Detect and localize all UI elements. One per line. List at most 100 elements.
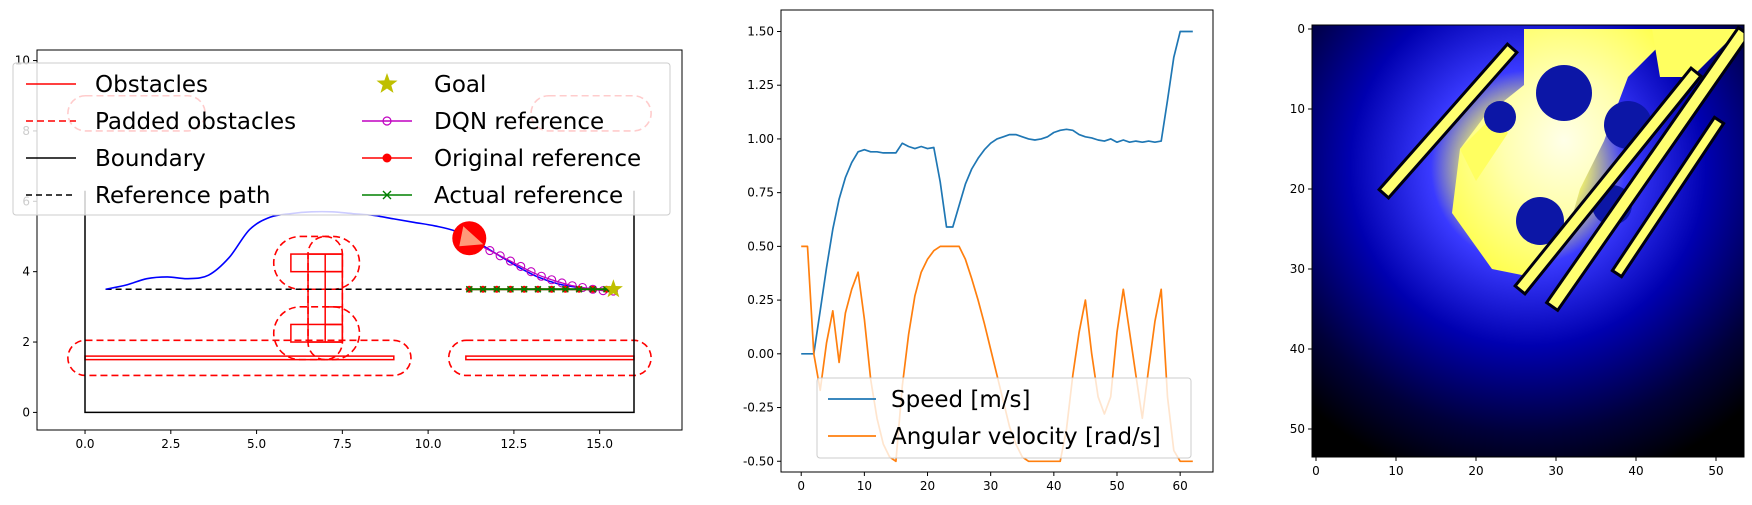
y-tick-label: 0.75	[747, 186, 774, 200]
dqn-reference-point	[526, 267, 536, 277]
x-tick-label: 20	[1468, 464, 1483, 478]
y-tick-label: -0.50	[743, 454, 774, 468]
legend-label: Speed [m/s]	[891, 387, 1031, 413]
legend-label: Actual reference	[434, 183, 623, 209]
legend-handle-dqn	[362, 116, 412, 126]
dqn-reference-point	[536, 271, 546, 281]
x-tick-label: 0	[1312, 464, 1320, 478]
heatmap-stripe	[1381, 46, 1515, 196]
x-tick-label: 10	[857, 479, 872, 493]
actual-reference-point	[589, 285, 597, 293]
trajectory-axes-frame	[36, 49, 683, 431]
heatmap-overlay	[1376, 25, 1744, 313]
legend-label: Goal	[434, 72, 486, 98]
x-tick-label: 40	[1046, 479, 1061, 493]
y-tick-label: 1.50	[747, 24, 774, 38]
x-tick-label: 10	[1388, 464, 1403, 478]
dqn-reference-point	[485, 246, 495, 256]
obstacle	[290, 253, 344, 273]
actual-reference-point	[548, 285, 556, 293]
legend-label: Boundary	[95, 146, 206, 172]
x-tick-label: 30	[1548, 464, 1563, 478]
heatmap-yellow-blob	[1460, 117, 1508, 181]
legend-frame	[12, 62, 671, 216]
x-tick-label: 7.5	[333, 437, 352, 451]
y-tick-label: 40	[1290, 342, 1305, 356]
x-tick-label: 10.0	[415, 437, 442, 451]
dqn-reference-point	[505, 256, 516, 266]
heatmap-dark-blob	[1536, 65, 1592, 121]
heatmap-axes: 0 10 20 30 40 50 0 10 20 30 40 50	[1290, 22, 1724, 478]
x-tick-label: 20	[920, 479, 935, 493]
obstacle	[290, 323, 344, 343]
y-tick-label: 10	[1290, 102, 1305, 116]
trajectory-panel: 0.02.55.07.510.012.515.00246810 Obstacle…	[12, 49, 683, 451]
actual-reference-point	[520, 285, 528, 293]
y-tick-label: 1.00	[747, 132, 774, 146]
robot-heading	[459, 226, 484, 247]
heatmap-stripe	[1517, 70, 1699, 292]
heatmap-stripe	[1548, 29, 1744, 309]
legend-marker	[382, 116, 392, 126]
legend-frame	[816, 377, 1192, 459]
y-tick-label: 0.25	[747, 293, 774, 307]
legend-marker	[382, 153, 392, 163]
y-tick-label: -0.25	[743, 401, 774, 415]
x-tick-label: 60	[1173, 479, 1188, 493]
actual-reference-point	[506, 285, 514, 293]
heatmap-yellow-blob	[1652, 29, 1740, 77]
heatmap-yellow-region	[1452, 29, 1676, 277]
x-tick-label: 40	[1628, 464, 1643, 478]
x-tick-label: 0.0	[75, 437, 94, 451]
actual-reference-point	[561, 285, 569, 293]
dqn-reference-point	[557, 278, 567, 288]
y-tick-label: 30	[1290, 262, 1305, 276]
legend-label: DQN reference	[434, 109, 604, 135]
legend-star	[376, 73, 398, 93]
dqn-reference-line	[469, 239, 614, 292]
y-tick-label: 1.25	[747, 78, 774, 92]
trajectory-plot-area	[67, 94, 652, 414]
trajectory-legend: Obstacles Padded obstacles Boundary Referen…	[12, 62, 671, 216]
x-tick-label: 5.0	[247, 437, 266, 451]
y-tick-label: 4	[22, 265, 30, 279]
x-tick-label: 2.5	[161, 437, 180, 451]
heatmap-axes-frame	[1311, 24, 1745, 458]
actual-reference-point	[465, 285, 473, 293]
legend-marker	[382, 190, 392, 200]
y-tick-label: 0.50	[747, 239, 774, 253]
velocity-legend: Speed [m/s] Angular velocity [rad/s]	[816, 377, 1192, 459]
boundary	[84, 190, 635, 414]
x-tick-label: 15.0	[586, 437, 613, 451]
y-tick-label: 50	[1290, 422, 1305, 436]
x-tick-label: 50	[1708, 464, 1723, 478]
x-tick-label: 12.5	[501, 437, 528, 451]
y-tick-label: 20	[1290, 182, 1305, 196]
legend-label: Padded obstacles	[95, 109, 296, 135]
heatmap-panel: 0 10 20 30 40 50 0 10 20 30 40 50	[1290, 22, 1745, 478]
obstacle	[84, 355, 395, 361]
padded-obstacle	[272, 306, 361, 361]
y-tick-label: 0.00	[747, 347, 774, 361]
velocity-panel: 0 10 20 30 40 50 60 -0.50 -0.25 0.00 0.25 0.50 0.75 1…	[743, 9, 1214, 493]
speed-series	[801, 30, 1193, 355]
legend-label: Reference path	[95, 183, 270, 209]
x-tick-label: 0	[797, 479, 805, 493]
goal-marker	[603, 279, 623, 298]
legend-label: Obstacles	[95, 72, 208, 98]
heatmap-stripe	[1614, 119, 1722, 275]
padded-obstacle	[272, 235, 361, 291]
y-tick-label: 0	[1297, 22, 1305, 36]
legend-label: Original reference	[434, 146, 641, 172]
padded-obstacle	[67, 339, 412, 377]
velocity-axes-frame	[780, 9, 1214, 473]
velocity-axes: 0 10 20 30 40 50 60 -0.50 -0.25 0.00 0.25 0.50 0.75 1…	[743, 24, 1188, 493]
actual-reference-point	[575, 285, 583, 293]
dqn-reference-point	[495, 251, 505, 261]
velocity-plot-area	[801, 30, 1193, 463]
legend-label: Angular velocity [rad/s]	[891, 424, 1161, 450]
y-tick-label: 0	[22, 405, 30, 419]
heatmap-dark-blob	[1516, 197, 1564, 245]
padded-obstacle	[447, 339, 652, 377]
